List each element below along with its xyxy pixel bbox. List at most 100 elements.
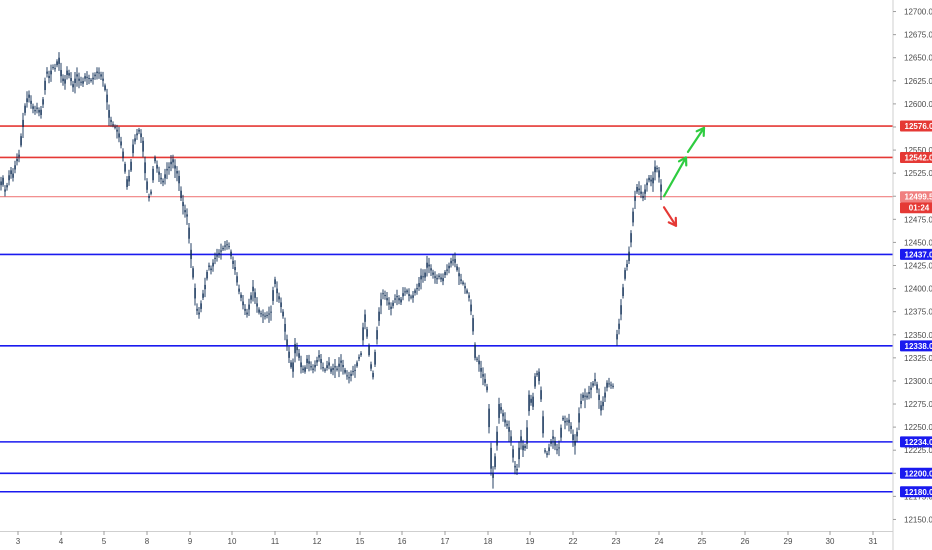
- candle-body: [416, 287, 418, 290]
- candle-body: [566, 420, 568, 422]
- candle-body: [390, 306, 392, 309]
- candle-body: [510, 436, 512, 441]
- candle-body: [536, 373, 538, 375]
- candle-body: [452, 259, 454, 261]
- time-tick-label: 16: [398, 537, 407, 546]
- candle-body: [380, 299, 382, 306]
- candle-body: [330, 368, 332, 372]
- candle-body: [146, 181, 148, 190]
- candle-body: [578, 413, 580, 423]
- candle-body: [490, 447, 492, 469]
- candle-body: [80, 81, 82, 83]
- arrow-shaft: [662, 206, 678, 227]
- price-badge: [900, 120, 932, 132]
- candle-body: [400, 299, 402, 303]
- candle-body: [346, 375, 348, 377]
- time-tick-label: 23: [612, 537, 621, 546]
- candle-body: [212, 262, 214, 267]
- candle-body: [356, 362, 358, 367]
- candle-body: [348, 377, 350, 379]
- time-axis: 3 4 5 8 9 10 11 12 15 16 17 18 19 22 23 24 25 26 29 30 31: [16, 531, 878, 546]
- price-tick-label: 12150.0: [904, 515, 932, 524]
- candle-body: [458, 273, 460, 277]
- candle-body: [34, 110, 36, 112]
- candle-body: [434, 276, 436, 278]
- candle-body: [248, 304, 250, 310]
- candle-body: [596, 384, 598, 390]
- candle-body: [650, 179, 652, 182]
- candle-body: [376, 330, 378, 340]
- candle-body: [326, 365, 328, 369]
- candle-body: [68, 73, 70, 76]
- candle-body: [302, 368, 304, 371]
- candle-body: [514, 465, 516, 468]
- candle-body: [366, 329, 368, 337]
- price-tick-label: 12700.0: [904, 8, 932, 17]
- candle-body: [508, 427, 510, 432]
- candle-body: [408, 294, 410, 296]
- candle-body: [450, 260, 452, 264]
- candle-body: [598, 394, 600, 401]
- arrow-head: [667, 216, 678, 227]
- candle-body: [52, 66, 54, 68]
- candle-body: [216, 255, 218, 257]
- candle-body: [236, 276, 238, 283]
- candle-body: [298, 353, 300, 358]
- candle-body: [288, 351, 290, 358]
- candle-body: [592, 383, 594, 386]
- candle-body: [340, 360, 342, 363]
- candles: [0, 52, 662, 489]
- candle-body: [660, 184, 662, 192]
- candle-body: [50, 70, 52, 75]
- price-tick-label: 12625.0: [904, 77, 932, 86]
- candle-body: [96, 71, 98, 74]
- candle-body: [648, 177, 650, 181]
- candle-body: [638, 188, 640, 191]
- candle-body: [16, 158, 18, 162]
- price-tick-label: 12425.0: [904, 262, 932, 271]
- time-tick-label: 5: [102, 537, 107, 546]
- candle-body: [630, 233, 632, 243]
- candle-body: [242, 301, 244, 306]
- candle-body: [604, 392, 606, 398]
- candle-body: [226, 244, 228, 246]
- candle-body: [290, 362, 292, 368]
- candle-body: [240, 294, 242, 298]
- candle-body: [316, 360, 318, 363]
- candle-body: [138, 129, 140, 132]
- candle-body: [210, 268, 212, 271]
- candle-body: [110, 119, 112, 123]
- candle-body: [132, 144, 134, 154]
- candle-body: [610, 384, 612, 386]
- candle-body: [360, 353, 362, 356]
- candle-body: [402, 293, 404, 297]
- candle-body: [552, 436, 554, 439]
- price-badge-label: 12499.5: [905, 193, 932, 202]
- price-axis: 12700.012675.012650.012625.012600.012575…: [893, 8, 932, 524]
- candle-body: [202, 293, 204, 298]
- candle-body: [526, 427, 528, 444]
- candle-body: [74, 78, 76, 83]
- price-badge: [900, 436, 932, 448]
- price-badge: [900, 486, 932, 498]
- price-badge-label: 12200.0: [905, 469, 932, 478]
- candle-body: [8, 175, 10, 181]
- candle-body: [6, 185, 8, 188]
- candle-body: [90, 79, 92, 81]
- candle-body: [70, 78, 72, 82]
- candle-body: [264, 315, 266, 317]
- candle-body: [112, 124, 114, 126]
- candle-body: [194, 287, 196, 299]
- candle-body: [278, 296, 280, 300]
- candle-body: [496, 431, 498, 446]
- candle-body: [428, 264, 430, 267]
- candle-body: [324, 369, 326, 371]
- price-badge-label: 12542.0: [905, 153, 932, 162]
- time-tick-label: 31: [869, 537, 878, 546]
- candle-body: [208, 265, 210, 268]
- candle-body: [640, 191, 642, 194]
- candle-body: [276, 288, 278, 294]
- time-tick-label: 11: [271, 537, 280, 546]
- candle-body: [142, 140, 144, 152]
